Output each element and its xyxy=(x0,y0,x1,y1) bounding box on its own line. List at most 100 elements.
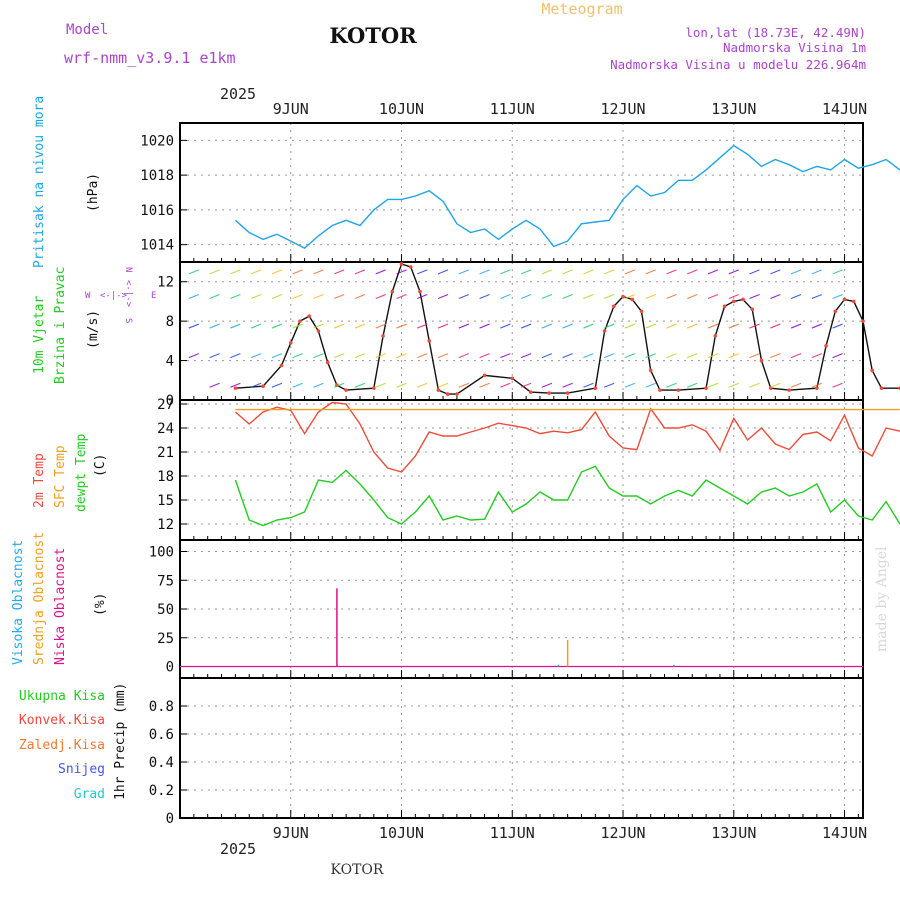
compass-rose: N S <-|-> W E <-|-> xyxy=(85,267,156,323)
ytick-label: 27 xyxy=(157,397,174,413)
wind-barb xyxy=(396,353,407,359)
temp-label-dew: dewpt Temp xyxy=(74,434,89,512)
top-day-label: 14JUN xyxy=(822,100,867,118)
wind-speed-line xyxy=(235,263,900,395)
pressure-left-label: Pritisak na nivou mora xyxy=(32,96,47,268)
panel-frame xyxy=(179,677,864,819)
wind-point xyxy=(547,391,551,395)
wind-barb xyxy=(770,382,781,388)
wind-barb xyxy=(687,382,698,388)
ytick-label: 1014 xyxy=(140,238,174,254)
wind-barb xyxy=(500,382,511,388)
wind-point xyxy=(851,299,856,304)
wind-barb xyxy=(313,353,324,359)
wind-barb xyxy=(437,293,449,300)
wind-barb xyxy=(500,269,511,275)
wind-barb xyxy=(189,383,199,387)
wind-barb xyxy=(520,353,532,359)
wind-barb xyxy=(562,323,573,329)
wind-barb xyxy=(645,353,656,359)
wind-barb xyxy=(271,293,283,300)
wind-barb xyxy=(334,323,345,329)
panel-frame xyxy=(179,539,864,679)
wind-barb xyxy=(541,353,553,359)
wind-barb xyxy=(458,269,470,275)
wind-barb xyxy=(541,323,553,329)
bottom-day-label: 9JUN xyxy=(273,824,309,842)
wind-barb xyxy=(666,269,677,275)
bottom-day-label: 14JUN xyxy=(822,824,867,842)
wind-label-2: Brzina i Pravac xyxy=(53,267,68,384)
wind-barb xyxy=(749,293,760,300)
panel-pressure: 1014 1016 1018 1020 xyxy=(140,122,900,263)
wind-barb xyxy=(437,323,449,329)
wind-barb xyxy=(209,353,220,359)
wind-point xyxy=(870,368,875,373)
wind-barb xyxy=(624,293,636,300)
wind-point xyxy=(261,384,265,389)
wind-barb xyxy=(749,382,760,388)
wind-point xyxy=(593,386,598,390)
ytick-label: 0.8 xyxy=(149,699,174,715)
cloud-unit-label: (%) xyxy=(93,593,108,616)
bottom-day-label: 12JUN xyxy=(600,824,645,842)
wind-barb xyxy=(645,323,656,329)
wind-barb xyxy=(603,269,615,275)
dewpoint-line xyxy=(234,465,900,527)
wind-barb xyxy=(832,269,843,275)
wind-point xyxy=(815,386,819,390)
wind-barb xyxy=(811,382,823,388)
wind-barb xyxy=(396,269,407,275)
wind-point xyxy=(408,265,413,269)
wind-barb xyxy=(645,382,656,388)
wind-barb xyxy=(666,323,677,329)
wind-barb xyxy=(541,269,553,275)
wind-barb xyxy=(209,323,220,329)
wind-unit-label: (m/s) xyxy=(86,310,101,349)
compass-arrow: <-|-> xyxy=(123,280,133,308)
wind-barb xyxy=(728,293,739,300)
wind-barb xyxy=(437,353,449,359)
wind-barb xyxy=(666,353,677,359)
wind-barb xyxy=(292,269,303,275)
wind-point xyxy=(418,289,422,294)
wind-barb xyxy=(313,323,324,329)
wind-barb xyxy=(832,323,843,329)
wind-barb xyxy=(790,269,802,275)
bottom-day-label: 13JUN xyxy=(711,824,756,842)
ytick-label: 4 xyxy=(166,354,174,370)
wind-barb xyxy=(396,382,407,388)
footer-title: KOTOR xyxy=(331,862,384,878)
wind-barb xyxy=(479,293,490,300)
wind-barb xyxy=(728,382,739,388)
wind-barb xyxy=(250,382,262,388)
wind-barb xyxy=(209,382,220,388)
wind-barb xyxy=(749,269,760,275)
wind-point xyxy=(731,299,736,304)
wind-point xyxy=(372,386,376,390)
wind-point xyxy=(436,388,441,392)
wind-point xyxy=(658,388,662,392)
ytick-label: 0 xyxy=(166,393,174,409)
wind-barb xyxy=(354,382,366,388)
wind-barb xyxy=(728,353,739,359)
wind-barb xyxy=(334,382,345,388)
wind-point xyxy=(288,341,293,345)
wind-point xyxy=(233,386,238,390)
wind-barb xyxy=(417,269,428,275)
wind-barb xyxy=(728,269,739,275)
precip-legend: Ukupna Kisa Konvek.Kisa Zaledj.Kisa Snij… xyxy=(19,689,105,802)
wind-barb xyxy=(292,323,303,329)
wind-barb xyxy=(479,353,490,359)
wind-point xyxy=(298,319,302,323)
wind-point xyxy=(741,297,745,302)
wind-barb xyxy=(562,353,573,359)
wind-barb xyxy=(250,323,262,329)
panel-cloudiness: 0 25 50 75 100 xyxy=(149,539,864,679)
wind-barb xyxy=(354,293,366,300)
wind-point xyxy=(648,368,653,373)
wind-barb xyxy=(811,269,823,275)
wind-barb xyxy=(271,323,283,329)
compass-w: W xyxy=(85,291,91,301)
cloud-label-mid: Srednja Oblacnost xyxy=(32,532,47,665)
